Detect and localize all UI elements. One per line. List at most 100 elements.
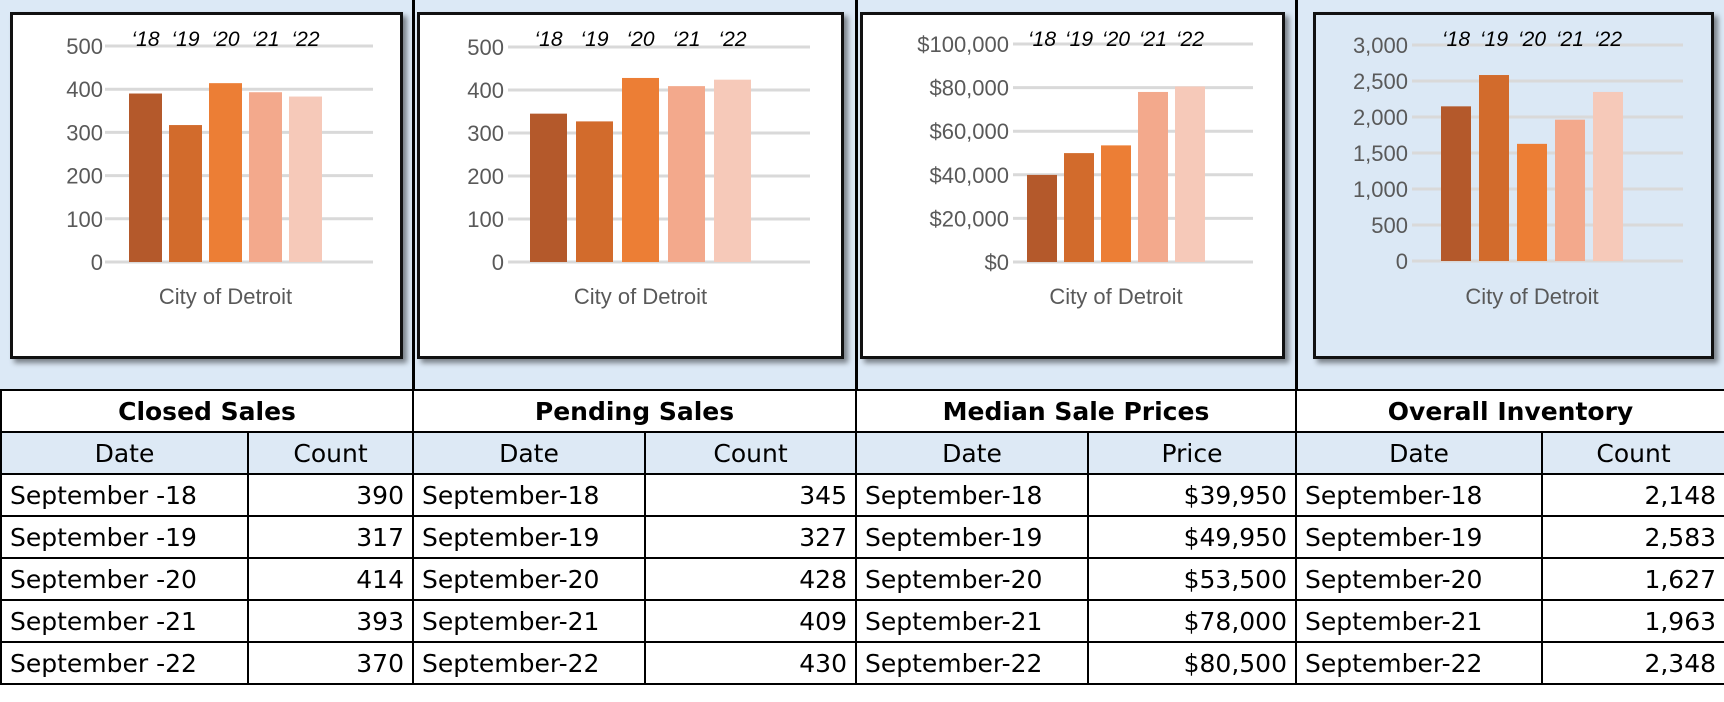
bar xyxy=(209,83,242,262)
value-cell: 327 xyxy=(644,515,857,559)
value-cell: 1,963 xyxy=(1540,599,1724,643)
value-cell: $39,950 xyxy=(1087,473,1297,517)
y-tick-label: $80,000 xyxy=(929,76,1009,101)
value-cell: 428 xyxy=(644,557,857,601)
value-cell: 1,627 xyxy=(1540,557,1724,601)
date-cell: September-21 xyxy=(1295,599,1543,643)
date-cell: September-18 xyxy=(855,473,1089,517)
value-cell: 2,348 xyxy=(1540,641,1724,685)
value-cell: 414 xyxy=(247,557,414,601)
date-cell: September-22 xyxy=(855,641,1089,685)
bar xyxy=(530,113,567,263)
y-tick-label: 1,500 xyxy=(1353,141,1408,166)
y-tick-label: 0 xyxy=(492,250,504,275)
y-tick-label: 2,000 xyxy=(1353,105,1408,130)
value-cell: 370 xyxy=(247,641,414,685)
y-tick-label: $40,000 xyxy=(929,163,1009,188)
y-tick-label: 400 xyxy=(66,77,103,102)
pending-sales-chart: 500 400 300 200 100 0 ‘18 ‘19 ‘20 ‘21 ‘22 City of D… xyxy=(417,12,844,359)
x-category-label: City of Detroit xyxy=(1465,284,1598,309)
table-row: September -18 390 September-18 345 Septe… xyxy=(0,473,1724,517)
value-cell: 409 xyxy=(644,599,857,643)
value-cell: 345 xyxy=(644,473,857,517)
inventory-title: Overall Inventory xyxy=(1294,389,1724,433)
bar xyxy=(1441,106,1471,262)
y-tick-label: $100,000 xyxy=(917,32,1009,57)
legend-label: ‘21 xyxy=(251,28,279,51)
y-tick-label: 500 xyxy=(1371,213,1408,238)
legend-label: ‘19 xyxy=(580,28,608,51)
column-header-count: Count xyxy=(1540,431,1724,475)
bar xyxy=(1101,145,1131,262)
x-category-label: City of Detroit xyxy=(1049,284,1182,309)
y-tick-label: 500 xyxy=(66,34,103,59)
legend-label: ‘19 xyxy=(1065,28,1093,51)
date-cell: September-20 xyxy=(412,557,646,601)
column-header-date: Date xyxy=(855,431,1089,475)
bar xyxy=(1555,119,1585,261)
legend-label: ‘20 xyxy=(626,28,654,51)
legend-label: ‘22 xyxy=(1594,28,1622,51)
y-tick-label: 500 xyxy=(467,35,504,60)
y-tick-label: 300 xyxy=(467,121,504,146)
chart-svg: 500 400 300 200 100 0 ‘18 ‘19 ‘20 ‘21 ‘22 City of D… xyxy=(467,28,810,309)
bar xyxy=(1138,91,1168,263)
bar xyxy=(249,92,282,262)
legend-label: ‘18 xyxy=(534,28,562,51)
y-tick-label: 300 xyxy=(66,120,103,145)
column-header-date: Date xyxy=(0,431,249,475)
date-cell: September-18 xyxy=(412,473,646,517)
chart-svg: $100,000 $80,000 $60,000 $40,000 $20,000 $0 ‘1… xyxy=(917,28,1253,309)
table-row: September -19 317 September-19 327 Septe… xyxy=(0,515,1724,559)
y-tick-label: $60,000 xyxy=(929,119,1009,144)
legend-label: ‘18 xyxy=(1028,28,1056,51)
closed-sales-chart: 500 400 300 200 100 0 ‘18 ‘19 ‘20 ‘21 ‘22 City of D… xyxy=(10,12,403,359)
inventory-chart: 3,000 2,500 2,000 1,500 1,000 500 0 ‘18 ‘19 ‘20 ‘2… xyxy=(1313,12,1714,359)
legend-label: ‘21 xyxy=(1556,28,1584,51)
column-divider xyxy=(1295,0,1298,389)
value-cell: $80,500 xyxy=(1087,641,1297,685)
legend-label: ‘21 xyxy=(1139,28,1167,51)
bar xyxy=(714,79,751,263)
pending-sales-title: Pending Sales xyxy=(412,389,857,433)
bar xyxy=(576,121,613,262)
data-table: Closed Sales Pending Sales Median Sale P… xyxy=(0,389,1724,685)
legend-label: ‘20 xyxy=(1518,28,1546,51)
table-header-row: Date Count Date Count Date Price Date Co… xyxy=(0,431,1724,475)
y-tick-label: $0 xyxy=(985,250,1009,275)
value-cell: 393 xyxy=(247,599,414,643)
median-price-chart: $100,000 $80,000 $60,000 $40,000 $20,000 $0 ‘1… xyxy=(860,12,1285,359)
table-row: September -20 414 September-20 428 Septe… xyxy=(0,557,1724,601)
y-tick-label: 3,000 xyxy=(1353,33,1408,58)
date-cell: September-22 xyxy=(1295,641,1543,685)
date-cell: September -20 xyxy=(0,557,249,601)
y-tick-label: 0 xyxy=(91,250,103,275)
date-cell: September-19 xyxy=(412,515,646,559)
date-cell: September-18 xyxy=(1295,473,1543,517)
bar xyxy=(1479,75,1509,261)
bar xyxy=(1593,91,1623,261)
date-cell: September -19 xyxy=(0,515,249,559)
bar xyxy=(1175,86,1205,262)
table-row: September -21 393 September-21 409 Septe… xyxy=(0,599,1724,643)
legend-label: ‘19 xyxy=(171,28,199,51)
median-price-title: Median Sale Prices xyxy=(855,389,1297,433)
value-cell: 390 xyxy=(247,473,414,517)
table-row: September -22 370 September-22 430 Septe… xyxy=(0,641,1724,685)
bar xyxy=(289,96,322,262)
y-tick-label: 1,000 xyxy=(1353,177,1408,202)
y-tick-label: 0 xyxy=(1396,249,1408,274)
date-cell: September-21 xyxy=(412,599,646,643)
column-header-count: Count xyxy=(247,431,414,475)
value-cell: 317 xyxy=(247,515,414,559)
date-cell: September -18 xyxy=(0,473,249,517)
table-title-row: Closed Sales Pending Sales Median Sale P… xyxy=(0,389,1724,433)
bar xyxy=(668,86,705,262)
y-tick-label: 200 xyxy=(66,164,103,189)
chart-svg: 3,000 2,500 2,000 1,500 1,000 500 0 ‘18 ‘19 ‘20 ‘2… xyxy=(1353,28,1683,309)
closed-sales-title: Closed Sales xyxy=(0,389,414,433)
date-cell: September-20 xyxy=(855,557,1089,601)
column-header-price: Price xyxy=(1087,431,1297,475)
bar xyxy=(1064,153,1094,262)
